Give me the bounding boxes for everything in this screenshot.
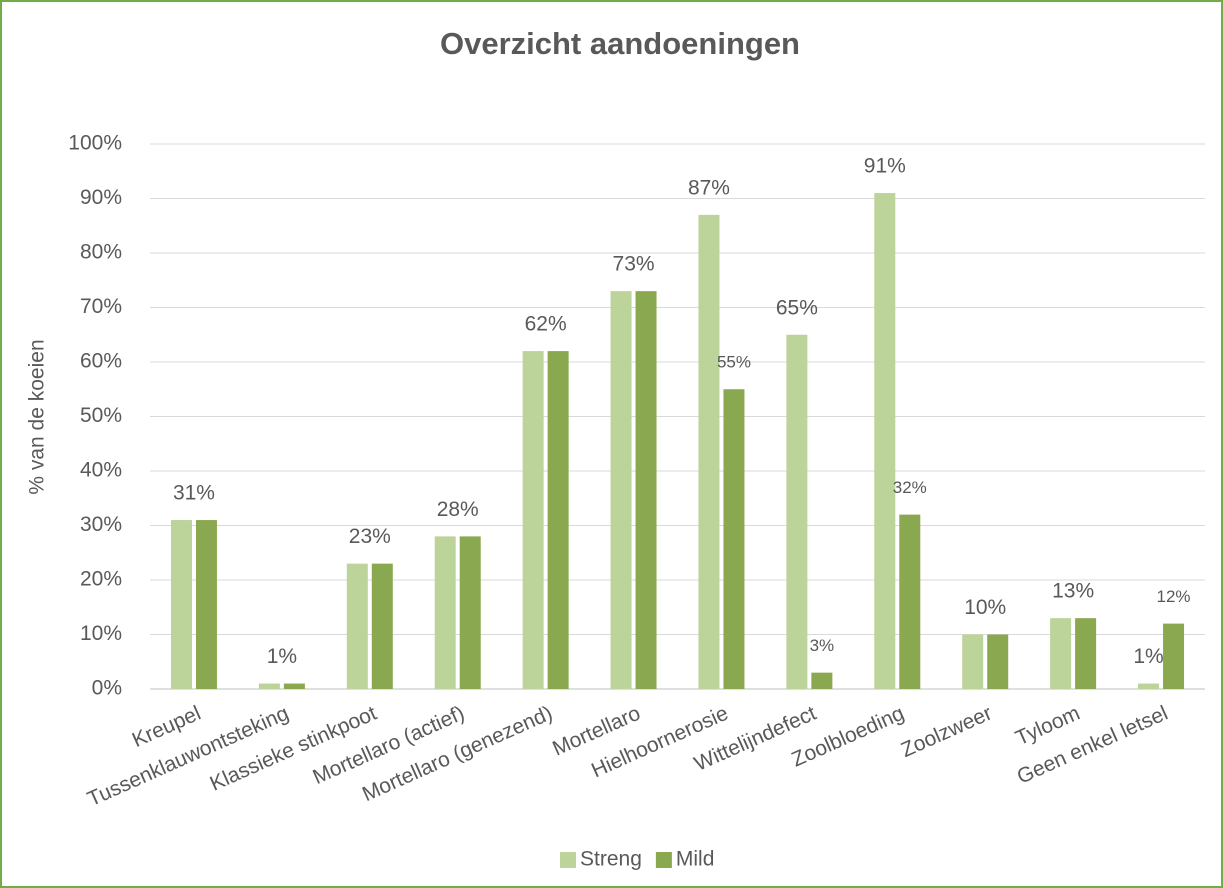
bar [1138,683,1160,689]
y-tick-label: 10% [80,622,122,645]
bar [1050,618,1072,689]
bar [723,389,745,689]
data-label: 3% [810,636,835,655]
y-tick-label: 0% [92,677,122,700]
bar [371,563,393,689]
legend-swatch [560,852,576,868]
bar [459,536,481,689]
y-tick-label: 50% [80,404,122,427]
data-label: 65% [776,296,818,319]
data-label: 13% [1052,580,1094,603]
bar [899,514,921,689]
y-tick-label: 30% [80,513,122,536]
bar [962,634,984,689]
data-label: 1% [267,645,297,668]
y-tick-label: 100% [68,132,122,155]
bar [434,536,456,689]
bar [698,214,720,689]
bar [811,672,833,689]
bar [1163,623,1185,689]
data-label: 32% [893,478,927,497]
legend-swatch [655,852,672,868]
data-label: 10% [964,596,1006,619]
y-tick-label: 70% [80,295,122,318]
data-label: 1% [1133,645,1163,668]
bar [283,683,305,689]
legend-label: Streng [580,848,642,871]
y-tick-label: 80% [80,241,122,264]
bar [874,193,896,690]
data-label: 23% [349,525,391,548]
bar [547,351,569,689]
data-label: 62% [525,313,567,336]
bar [786,334,808,689]
y-tick-label: 20% [80,568,122,591]
y-axis-label: % van de koeien [26,339,49,494]
data-label: 12% [1157,587,1191,606]
y-tick-label: 40% [80,459,122,482]
bar [987,634,1009,689]
bar [346,563,368,689]
data-label: 28% [437,498,479,521]
data-label: 55% [717,353,751,372]
legend-label: Mild [676,848,715,871]
chart-title: Overzicht aandoeningen [440,26,800,61]
bar [258,683,280,689]
bar [1075,618,1097,689]
y-tick-label: 60% [80,350,122,373]
bar [610,291,632,689]
bar [522,351,544,689]
data-label: 91% [864,155,906,178]
bar [195,520,217,689]
bar [170,520,192,689]
bar [635,291,657,689]
data-label: 87% [688,176,730,199]
data-label: 73% [613,253,655,276]
data-label: 31% [173,482,215,505]
y-tick-label: 90% [80,186,122,209]
